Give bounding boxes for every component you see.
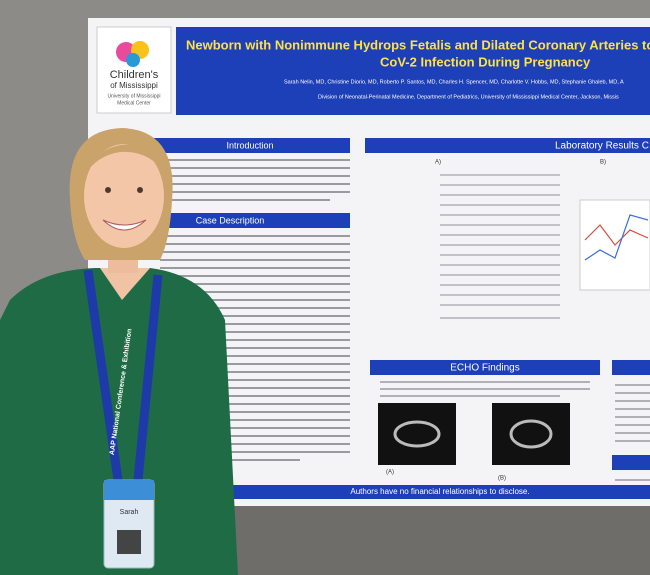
section-title: ECHO Findings	[450, 363, 519, 374]
lab-table	[440, 174, 560, 319]
footer-text: Authors have no financial relationships …	[350, 487, 529, 496]
section-header	[150, 213, 350, 228]
echo-detail	[509, 419, 553, 449]
neck	[100, 268, 150, 300]
section-header	[150, 138, 350, 153]
smile	[102, 219, 147, 231]
eye	[137, 187, 143, 193]
echo-image	[492, 403, 570, 465]
body-text-lines	[380, 381, 650, 481]
hair-fringe	[84, 144, 166, 175]
panel-label: A)	[435, 160, 441, 166]
poster-title: CoV-2 Infection During Pregnancy	[380, 54, 591, 69]
echo-detail	[393, 420, 441, 448]
image-label: (B)	[498, 476, 506, 482]
logo-box	[96, 26, 172, 114]
authors: Sarah Nelin, MD, Christine Diorio, MD, R…	[284, 79, 624, 85]
echo-image	[378, 403, 456, 465]
poster-title: Newborn with Nonimmune Hydrops Fetalis a…	[186, 37, 650, 52]
lanyard	[83, 269, 163, 481]
lab-chart-line	[584, 224, 649, 246]
dress	[0, 268, 238, 575]
section-title: Case Description	[196, 215, 265, 225]
logo-subtext: University of Mississippi	[107, 93, 160, 99]
footer-band	[230, 485, 650, 499]
eye	[105, 187, 111, 193]
logo-subtext: Medical Center	[117, 100, 151, 106]
badge-name: Sarah	[120, 509, 139, 516]
logo-text: Children's	[110, 69, 159, 81]
panel-label: B)	[600, 160, 606, 166]
section-title: Introduction	[226, 140, 273, 150]
logo-icon	[126, 53, 140, 67]
body-text-lines	[160, 159, 350, 461]
section-title: Laboratory Results C	[555, 141, 649, 152]
lab-chart-line	[584, 214, 649, 261]
header-band	[176, 27, 650, 115]
image-label: (A)	[386, 470, 394, 476]
badge-header	[104, 480, 154, 500]
section-header	[365, 138, 650, 153]
badge-qr	[117, 530, 141, 554]
section-header	[370, 360, 600, 375]
logo-text: of Mississippi	[110, 81, 158, 90]
section-header	[612, 455, 650, 470]
affiliation: Division of Neonatal-Perinatal Medicine,…	[318, 94, 619, 100]
section-header	[612, 360, 650, 375]
